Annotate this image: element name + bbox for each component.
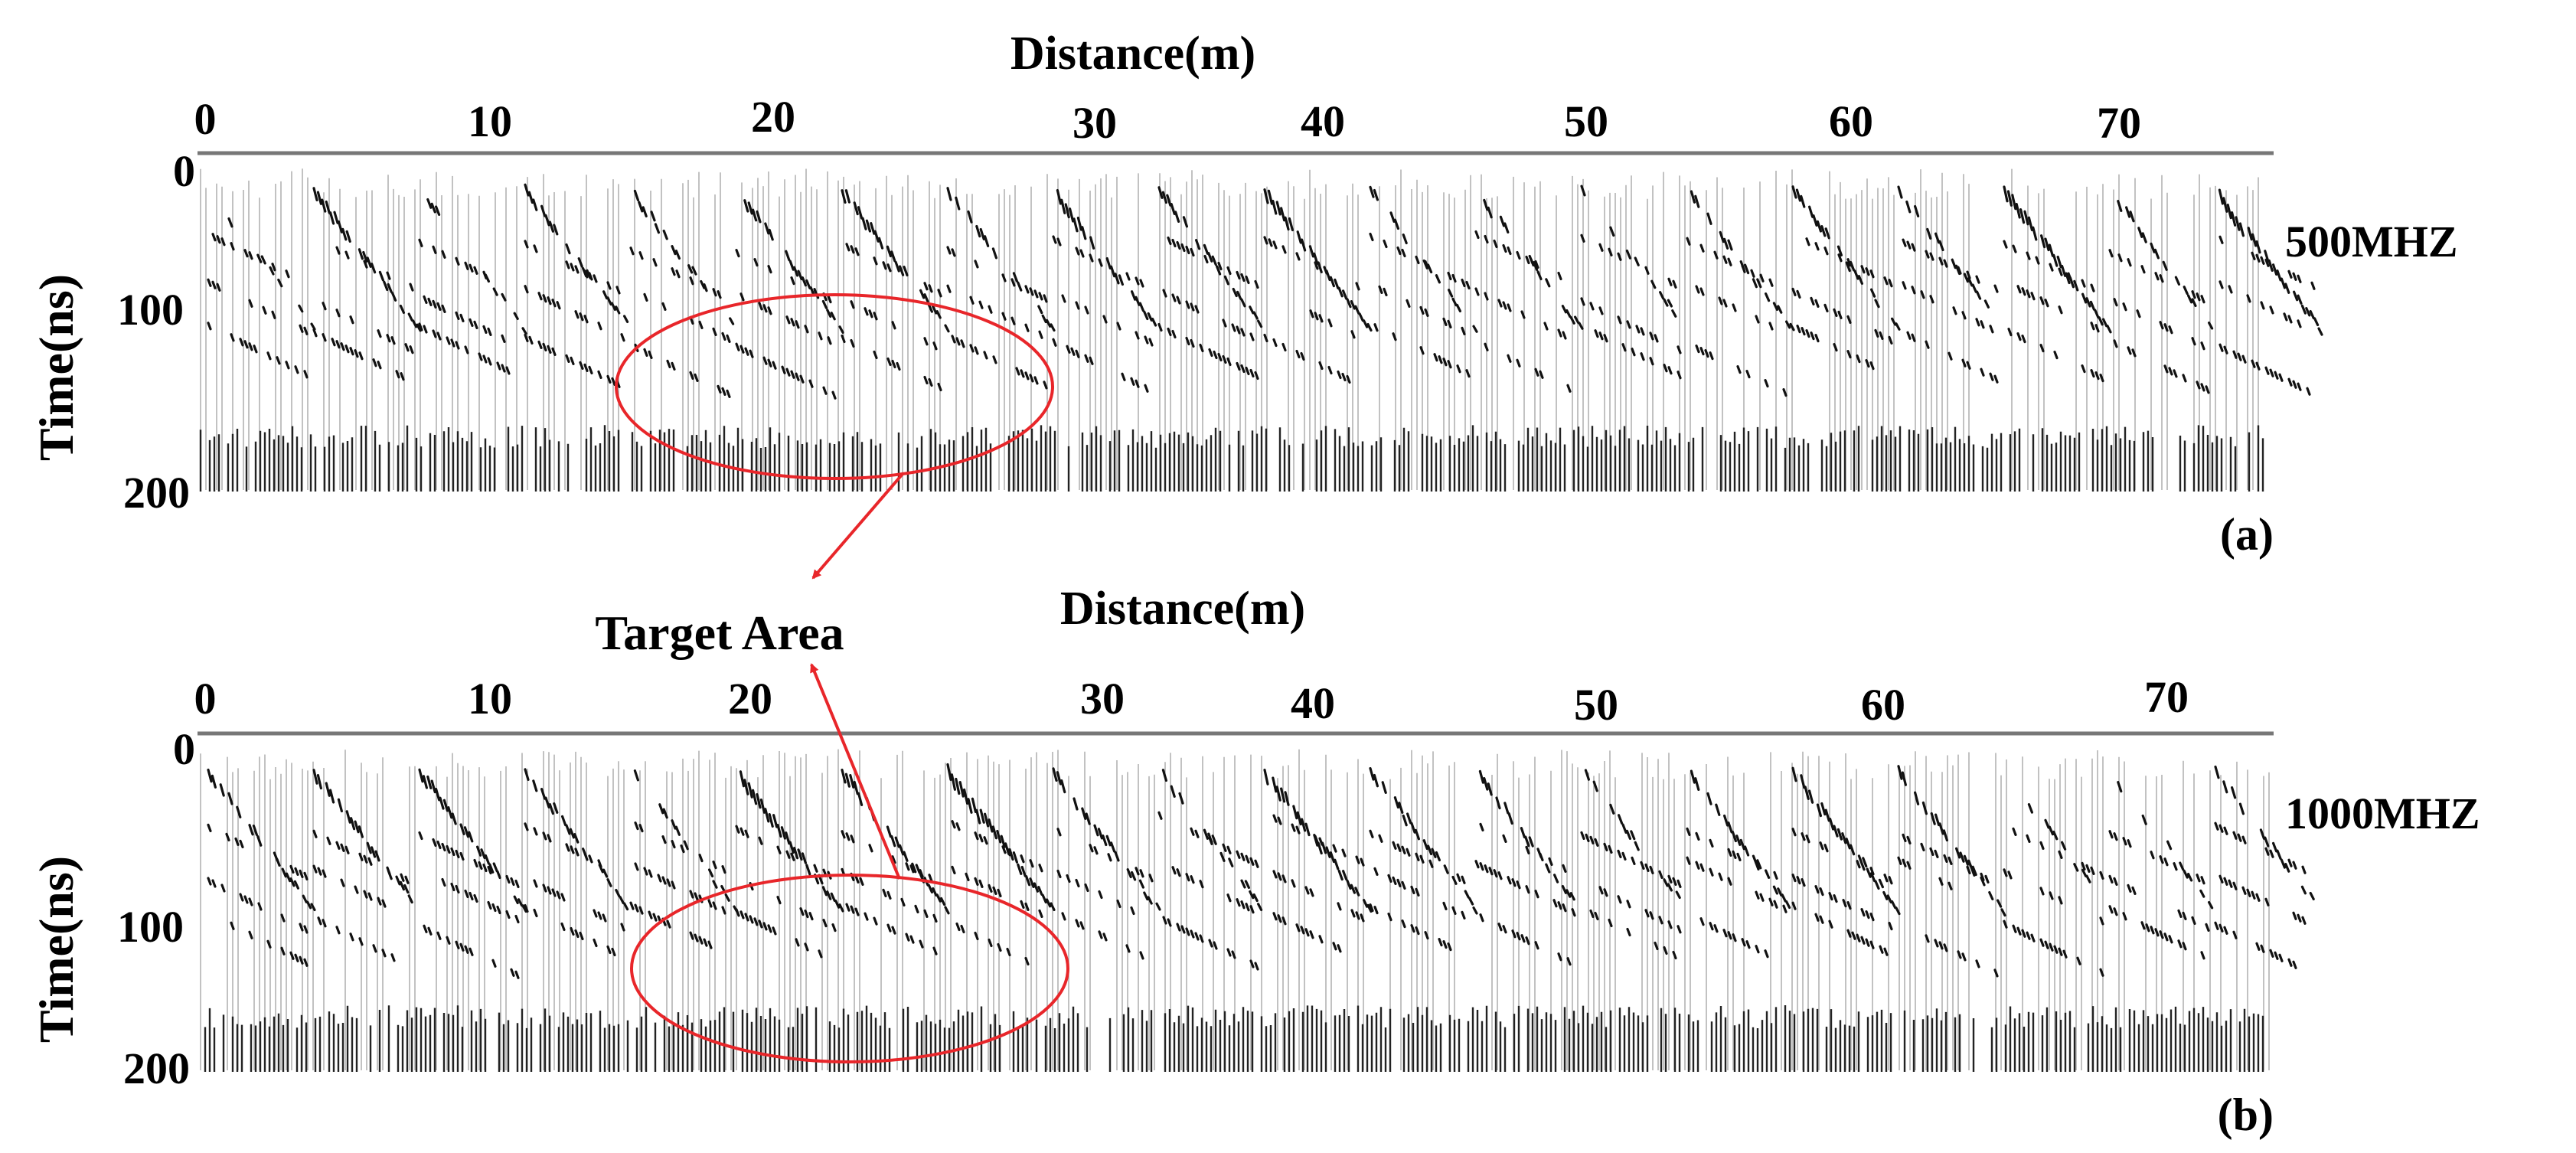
arrow-from-ellipse-a [811, 472, 905, 580]
x-tick-label: 30 [1073, 98, 1117, 148]
x-tick-label: 50 [1564, 96, 1608, 146]
y-axis-title-a: Time(ns) [29, 274, 83, 461]
x-tick-label: 50 [1574, 680, 1618, 730]
y-tick-label: 200 [123, 468, 190, 518]
x-tick-label: 0 [194, 94, 217, 144]
arrow-from-ellipse-b [810, 663, 901, 880]
y-tick-label: 100 [117, 902, 184, 952]
target-ellipse-a [615, 293, 1054, 480]
y-tick-label: 0 [173, 724, 195, 774]
x-tick-label: 10 [468, 96, 512, 146]
x-tick-label: 10 [468, 674, 512, 723]
panel-label-b: (b) [2218, 1089, 2274, 1140]
x-tick-label: 60 [1861, 680, 1905, 730]
y-tick-labels-a: 0 100 200 [117, 146, 195, 518]
panel-b: Distance(m) 0 10 20 30 40 50 60 70 0 100… [29, 583, 2480, 1140]
y-tick-label: 0 [173, 146, 195, 196]
panel-a: Distance(m) 0 10 20 30 40 50 60 70 0 100… [29, 28, 2458, 560]
radargram-a [198, 153, 2323, 494]
x-axis-title-a: Distance(m) [1010, 28, 1255, 80]
x-tick-label: 60 [1829, 96, 1873, 146]
x-tick-labels-b: 0 10 20 30 40 50 60 70 [194, 672, 2189, 730]
x-tick-label: 20 [751, 92, 795, 142]
y-tick-label: 200 [123, 1044, 190, 1093]
frequency-label-b: 1000MHZ [2285, 789, 2480, 838]
x-tick-label: 20 [728, 674, 772, 723]
radargram-b [198, 733, 2315, 1074]
target-ellipse-b [630, 874, 1069, 1063]
y-axis-title-b: Time(ns) [29, 856, 83, 1043]
y-tick-labels-b: 0 100 200 [117, 724, 195, 1093]
frequency-label-a: 500MHZ [2285, 217, 2458, 266]
x-tick-labels-a: 0 10 20 30 40 50 60 70 [194, 92, 2142, 148]
x-axis-title-b: Distance(m) [1060, 583, 1305, 635]
target-area-label: Target Area [595, 606, 844, 660]
y-tick-label: 100 [117, 285, 184, 335]
x-tick-label: 70 [2097, 98, 2141, 148]
panel-label-a: (a) [2220, 509, 2274, 560]
x-tick-label: 40 [1301, 96, 1345, 146]
x-tick-label: 0 [194, 674, 217, 723]
x-tick-label: 70 [2144, 672, 2189, 722]
target-annotation: Target Area [595, 293, 1069, 1063]
x-tick-label: 40 [1291, 678, 1335, 728]
x-tick-label: 30 [1080, 674, 1125, 723]
